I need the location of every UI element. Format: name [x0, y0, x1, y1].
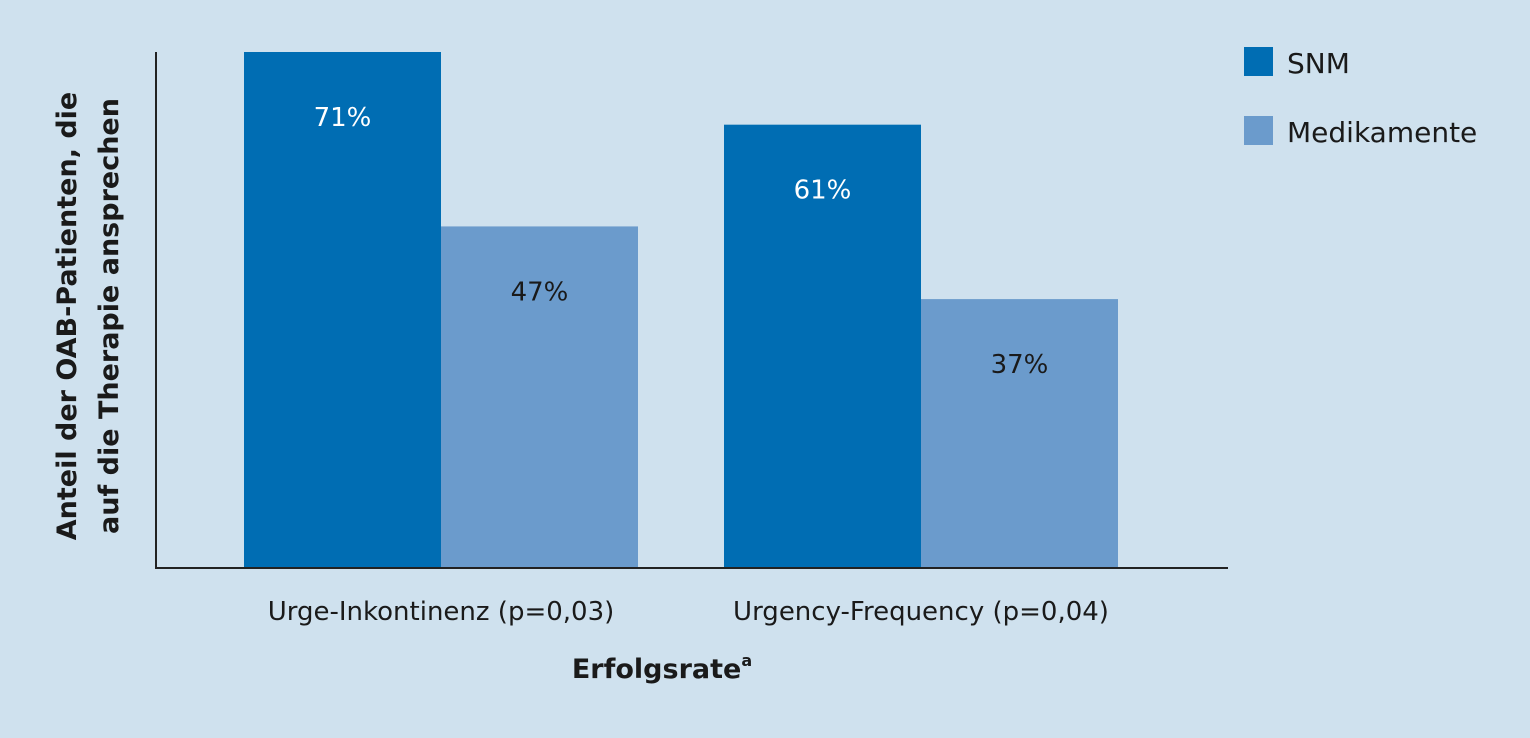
y-axis-label-line-2: auf die Therapie ansprechen — [94, 98, 125, 534]
tick-labels-group: Urge-Inkontinenz (p=0,03) Urgency-Freque… — [268, 597, 1109, 627]
bar-snm-0 — [244, 52, 441, 568]
legend-swatch-medikamente — [1244, 116, 1273, 145]
bar-medikamente-1 — [921, 299, 1118, 568]
bar-value-label-snm-0: 71% — [314, 103, 372, 133]
bars-group — [244, 52, 1118, 568]
bar-value-label-medikamente-1: 37% — [991, 350, 1049, 380]
bar-value-label-medikamente-0: 47% — [511, 277, 569, 307]
y-axis-label: Anteil der OAB-Patienten, die auf die Th… — [52, 92, 125, 540]
bar-medikamente-0 — [441, 226, 638, 568]
legend: SNM Medikamente — [1244, 47, 1477, 149]
x-axis-label: Erfolgsratea — [572, 651, 752, 685]
x-tick-label: Urge-Inkontinenz (p=0,03) — [268, 597, 615, 627]
bar-labels-group: 71% 61% 47% 37% — [314, 103, 1049, 380]
bar-snm-1 — [724, 124, 921, 568]
legend-label-medikamente: Medikamente — [1287, 116, 1477, 149]
x-tick-label: Urgency-Frequency (p=0,04) — [733, 597, 1109, 627]
legend-label-snm: SNM — [1287, 47, 1350, 80]
bar-value-label-snm-1: 61% — [794, 176, 852, 206]
y-axis-label-line-1: Anteil der OAB-Patienten, die — [52, 92, 83, 540]
legend-swatch-snm — [1244, 47, 1273, 76]
